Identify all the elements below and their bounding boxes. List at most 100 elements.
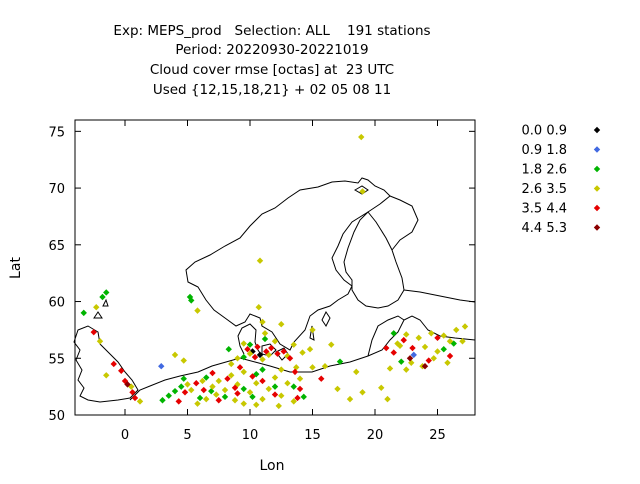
station-point bbox=[440, 345, 447, 353]
station-point bbox=[446, 338, 454, 345]
legend-marker bbox=[593, 185, 601, 192]
y-tick-label: 70 bbox=[48, 182, 65, 197]
x-tick-label: 15 bbox=[304, 428, 321, 443]
station-point bbox=[256, 351, 264, 359]
station-point bbox=[224, 375, 231, 382]
station-point bbox=[446, 352, 454, 360]
title-line-1: Exp: MEPS_prod Selection: ALL 191 statio… bbox=[113, 23, 430, 39]
station-point bbox=[359, 188, 366, 195]
station-point bbox=[203, 395, 210, 403]
station-point bbox=[284, 380, 291, 387]
station-point bbox=[336, 358, 344, 365]
station-point bbox=[194, 307, 201, 314]
station-point bbox=[213, 391, 220, 398]
station-point bbox=[403, 366, 410, 373]
station-point bbox=[200, 386, 207, 394]
station-point bbox=[459, 338, 466, 345]
station-point bbox=[236, 364, 244, 371]
station-point bbox=[428, 330, 435, 337]
station-point bbox=[221, 393, 229, 401]
station-point bbox=[378, 384, 385, 391]
station-point bbox=[263, 348, 270, 355]
legend-marker bbox=[593, 204, 601, 212]
station-point bbox=[181, 389, 189, 396]
station-point bbox=[128, 383, 135, 390]
station-point bbox=[180, 357, 187, 364]
station-point bbox=[103, 372, 110, 379]
station-point bbox=[440, 332, 447, 339]
x-tick-label: 25 bbox=[429, 428, 446, 443]
station-point bbox=[321, 363, 329, 370]
station-point bbox=[208, 387, 215, 395]
station-point bbox=[246, 341, 254, 348]
legend-marker bbox=[593, 126, 601, 134]
station-point bbox=[265, 385, 272, 393]
station-point bbox=[408, 359, 415, 367]
station-point bbox=[93, 304, 100, 311]
station-point bbox=[118, 367, 125, 374]
station-point bbox=[386, 365, 394, 372]
station-point bbox=[259, 366, 266, 373]
station-point bbox=[280, 348, 287, 355]
station-point bbox=[178, 383, 185, 390]
station-point bbox=[309, 326, 316, 334]
station-point bbox=[158, 363, 165, 370]
station-point bbox=[268, 344, 275, 352]
station-point bbox=[403, 331, 410, 338]
station-point bbox=[286, 355, 294, 362]
coastline bbox=[73, 177, 476, 403]
station-point bbox=[461, 323, 469, 330]
station-point bbox=[256, 257, 264, 264]
station-point bbox=[96, 338, 104, 345]
x-tick-label: 10 bbox=[242, 428, 259, 443]
title-line-2: Period: 20220930-20221019 bbox=[175, 42, 368, 58]
station-point bbox=[434, 348, 441, 355]
station-point bbox=[249, 373, 256, 380]
station-point bbox=[180, 375, 187, 382]
station-point bbox=[271, 338, 279, 345]
station-point bbox=[253, 401, 260, 408]
x-axis: 0 5 10 15 20 25 bbox=[121, 120, 446, 443]
station-point bbox=[290, 341, 297, 348]
station-point bbox=[199, 377, 206, 385]
station-point bbox=[188, 297, 195, 304]
station-point bbox=[259, 377, 266, 385]
legend-label: 2.6 3.5 bbox=[522, 182, 567, 197]
station-point bbox=[240, 400, 247, 407]
station-point bbox=[290, 383, 297, 390]
station-point bbox=[406, 355, 414, 362]
station-point bbox=[90, 328, 97, 336]
station-point bbox=[246, 389, 254, 396]
y-tick-label: 75 bbox=[48, 125, 65, 140]
station-point bbox=[334, 385, 341, 393]
station-point bbox=[421, 363, 429, 370]
station-point bbox=[299, 349, 306, 356]
station-point bbox=[246, 350, 254, 357]
station-point bbox=[234, 390, 241, 397]
station-point bbox=[415, 334, 422, 342]
station-point bbox=[274, 350, 281, 357]
station-point bbox=[255, 304, 262, 311]
station-point bbox=[278, 392, 285, 399]
y-tick-label: 60 bbox=[48, 296, 65, 311]
y-axis-label: Lat bbox=[8, 257, 24, 279]
station-point bbox=[225, 345, 232, 353]
station-point bbox=[444, 359, 451, 367]
station-point bbox=[131, 394, 139, 402]
station-point bbox=[259, 318, 266, 326]
x-tick-label: 5 bbox=[183, 428, 191, 443]
station-point bbox=[294, 394, 301, 402]
station-point bbox=[261, 330, 269, 337]
station-point bbox=[159, 397, 166, 404]
station-point bbox=[434, 334, 441, 342]
station-point bbox=[80, 309, 87, 317]
station-point bbox=[396, 342, 404, 349]
station-point bbox=[215, 377, 222, 385]
station-point bbox=[400, 336, 407, 344]
station-point bbox=[390, 330, 397, 337]
legend-label: 4.4 5.3 bbox=[522, 221, 567, 236]
y-axis: 50 55 60 65 70 75 bbox=[48, 125, 475, 424]
station-point bbox=[171, 387, 179, 395]
station-point bbox=[203, 374, 210, 381]
